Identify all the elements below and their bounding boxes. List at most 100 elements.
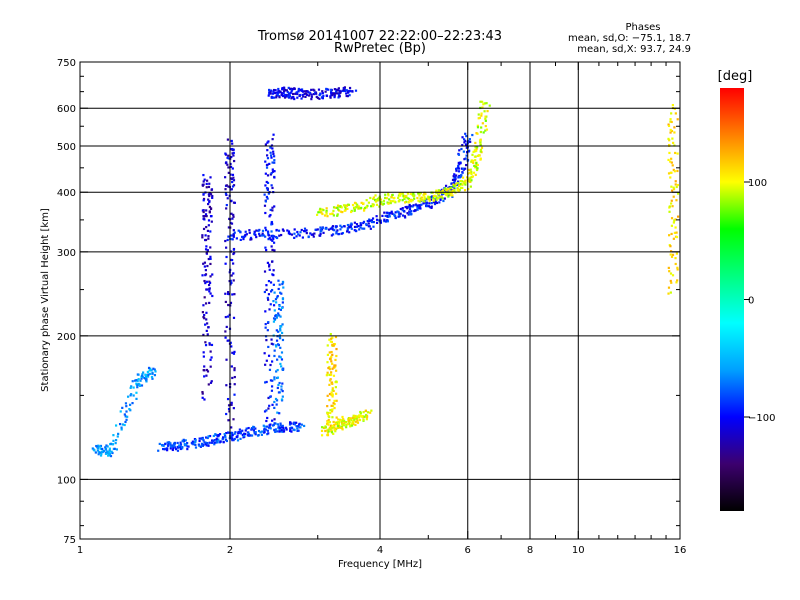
- data-point: [244, 429, 247, 432]
- data-point: [335, 347, 338, 351]
- data-point: [345, 230, 349, 233]
- data-point: [301, 236, 304, 239]
- data-point: [269, 363, 272, 367]
- data-point: [479, 143, 482, 147]
- data-point: [342, 89, 346, 93]
- data-point: [676, 152, 679, 155]
- data-point: [674, 151, 677, 155]
- data-point: [224, 152, 227, 155]
- data-point: [423, 197, 426, 200]
- data-point: [332, 343, 336, 346]
- data-point: [204, 436, 208, 439]
- data-point: [328, 392, 332, 396]
- data-point: [206, 442, 209, 445]
- data-point: [261, 430, 264, 433]
- data-point: [266, 261, 270, 264]
- data-point: [325, 227, 328, 230]
- data-point: [296, 92, 299, 96]
- data-point: [434, 195, 438, 198]
- data-point: [282, 426, 285, 430]
- data-point: [161, 444, 164, 447]
- data-point: [104, 446, 107, 449]
- data-point: [472, 161, 475, 164]
- data-point: [401, 214, 405, 217]
- data-point: [229, 173, 232, 176]
- data-point: [255, 229, 258, 232]
- data-point: [331, 387, 334, 390]
- data-point: [97, 450, 100, 453]
- data-point: [231, 167, 234, 170]
- data-point: [670, 255, 674, 258]
- data-point: [208, 290, 211, 293]
- data-point: [671, 137, 674, 140]
- data-point: [210, 441, 214, 444]
- data-point: [472, 171, 476, 174]
- data-point: [330, 404, 333, 407]
- data-point: [464, 167, 467, 170]
- data-point: [192, 443, 195, 446]
- data-point: [295, 91, 299, 94]
- data-point: [205, 182, 208, 186]
- data-point: [337, 233, 340, 236]
- chart-subtitle: RwPretec (Bp): [334, 41, 426, 56]
- data-point: [230, 188, 233, 191]
- data-point: [233, 437, 236, 441]
- data-point: [210, 220, 213, 223]
- data-point: [469, 168, 472, 171]
- data-point: [329, 340, 332, 343]
- data-point: [335, 399, 338, 402]
- data-point: [480, 112, 483, 115]
- data-point: [226, 197, 229, 200]
- data-point: [273, 161, 276, 164]
- data-point: [393, 196, 396, 200]
- data-point: [393, 200, 396, 203]
- data-point: [418, 200, 421, 203]
- data-point: [201, 209, 204, 212]
- data-point: [213, 443, 216, 446]
- colorbar: [720, 88, 744, 511]
- data-point: [463, 141, 466, 144]
- data-point: [269, 154, 273, 157]
- data-point: [229, 165, 233, 168]
- data-point: [327, 423, 330, 426]
- data-point: [207, 383, 210, 386]
- data-point: [408, 207, 412, 211]
- data-point: [335, 354, 338, 358]
- data-point: [674, 218, 677, 221]
- data-point: [453, 183, 457, 186]
- data-point: [140, 377, 143, 380]
- data-point: [142, 371, 145, 374]
- data-point: [239, 437, 242, 440]
- data-point: [668, 151, 671, 155]
- data-point: [457, 161, 460, 165]
- data-point: [333, 399, 336, 402]
- data-point: [374, 200, 378, 203]
- data-point: [455, 182, 458, 185]
- data-point: [671, 189, 674, 192]
- data-point: [341, 419, 344, 422]
- data-point: [316, 96, 319, 100]
- data-point: [232, 213, 235, 216]
- data-point: [331, 212, 334, 215]
- data-point: [255, 235, 258, 239]
- data-point: [479, 150, 482, 153]
- data-point: [401, 207, 404, 210]
- data-point: [342, 88, 345, 91]
- data-point: [209, 215, 213, 218]
- data-point: [676, 266, 679, 269]
- data-point: [275, 96, 278, 99]
- data-point: [295, 235, 298, 238]
- data-point: [676, 279, 679, 282]
- data-point: [332, 402, 335, 405]
- data-point: [335, 416, 338, 419]
- data-point: [154, 370, 157, 373]
- data-point: [273, 376, 276, 379]
- data-point: [261, 232, 264, 235]
- data-point: [232, 184, 236, 187]
- data-point: [275, 316, 278, 319]
- data-point: [217, 438, 220, 441]
- data-point: [304, 95, 307, 98]
- data-point: [332, 214, 335, 217]
- data-point: [340, 425, 343, 428]
- data-point: [365, 418, 368, 421]
